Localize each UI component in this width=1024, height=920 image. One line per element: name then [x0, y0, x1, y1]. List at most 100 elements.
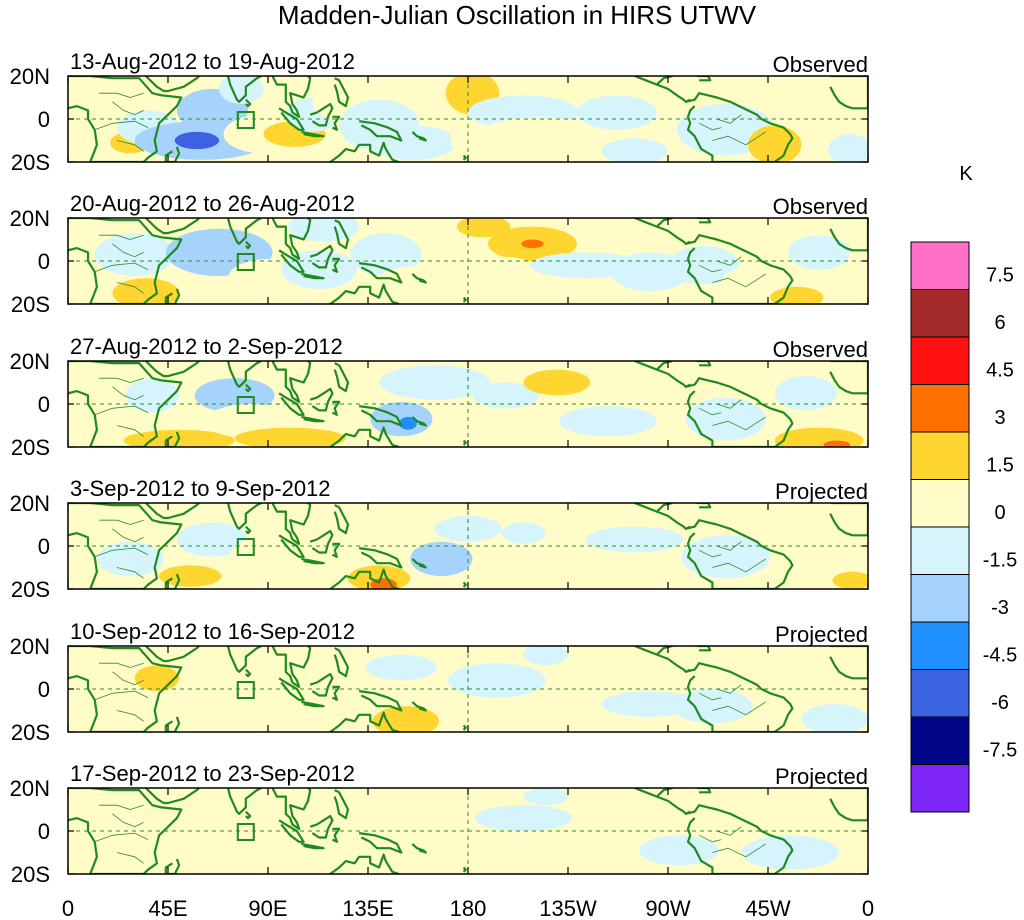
coastline [462, 296, 467, 303]
x-tick-label: 0 [862, 896, 874, 920]
anomaly-contour [448, 663, 546, 698]
country-border [116, 710, 144, 722]
coastline [309, 529, 334, 554]
anomaly-contour [365, 654, 437, 681]
anomaly-contour [748, 125, 802, 162]
coastline [331, 257, 341, 273]
coastline [278, 677, 305, 701]
y-tick-label: 20S [11, 577, 50, 602]
anomaly-contour [461, 256, 542, 292]
colorbar-label: 7.5 [986, 265, 1014, 287]
x-tick-label: 45E [148, 896, 187, 920]
colorbar-swatch [910, 621, 970, 670]
anomaly-contour [521, 239, 544, 249]
coastline [829, 646, 868, 680]
y-tick-label: 20S [11, 150, 50, 175]
coastline [358, 405, 403, 427]
coastline [462, 724, 467, 731]
coastline [696, 361, 712, 367]
anomaly-contour [559, 406, 657, 437]
coastline [226, 503, 262, 530]
y-tick-label: 20N [10, 206, 50, 231]
coastline [333, 647, 350, 678]
anomaly-contour [174, 131, 220, 150]
y-tick-label: 0 [38, 392, 50, 417]
coastline [685, 519, 794, 589]
coastline [319, 141, 400, 162]
coastline [271, 503, 312, 545]
coastline [309, 672, 334, 697]
colorbar-swatch [910, 384, 970, 433]
anomaly-contour [770, 286, 824, 304]
anomaly-contour [585, 526, 684, 553]
country-border [698, 407, 722, 416]
country-border [94, 405, 149, 416]
y-tick-label: 20N [10, 634, 50, 659]
colorbar-label: -4.5 [983, 645, 1017, 667]
x-axis-labels: 0 45E 90E 135E 180 135W 90W 45W 0 [62, 896, 874, 920]
anomaly-contour [456, 218, 511, 238]
anomaly-contour [832, 571, 868, 589]
colorbar-label: -7.5 [983, 740, 1017, 762]
coastline [278, 534, 305, 558]
colorbar-units: K [959, 163, 973, 185]
coastline [145, 218, 200, 235]
coastline [358, 262, 403, 284]
anomaly-contour [370, 401, 433, 437]
coastline [462, 581, 467, 588]
anomaly-contour [68, 401, 135, 441]
colorbar-swatch [910, 479, 970, 528]
country-border [716, 399, 742, 409]
colorbar-label: 0 [994, 502, 1005, 524]
country-border [716, 256, 742, 266]
coastline [462, 866, 467, 873]
coastline [358, 832, 403, 854]
colorbar-label: -6 [991, 692, 1009, 714]
panel-field [68, 218, 868, 304]
x-tick-label: 135E [342, 896, 393, 920]
y-tick-label: 20S [11, 862, 50, 887]
coastline [829, 76, 868, 110]
anomaly-contour [823, 440, 851, 447]
anomaly-contour [774, 376, 837, 411]
anomaly-contour [410, 541, 473, 577]
coastline [358, 120, 403, 142]
country-border [116, 567, 144, 579]
colorbar-swatch [910, 289, 970, 338]
coastline [462, 439, 467, 446]
y-tick-label: 20N [10, 64, 50, 89]
coastline [331, 685, 341, 701]
coastline [245, 98, 252, 108]
coastline [331, 400, 341, 416]
panel-status: Projected [775, 764, 868, 789]
country-border [716, 114, 742, 124]
coastline [278, 249, 305, 273]
anomaly-contour [501, 522, 546, 544]
country-border [116, 852, 144, 864]
x-tick-label: 135W [539, 896, 597, 920]
country-border [698, 692, 722, 701]
anomaly-contour [739, 800, 820, 827]
country-border [712, 558, 767, 573]
coastline [319, 853, 400, 874]
anomaly-contour [379, 365, 491, 400]
region-box [236, 111, 255, 129]
country-border [94, 120, 149, 131]
country-border [112, 101, 144, 116]
panel-date-range: 13-Aug-2012 to 19-Aug-2012 [70, 49, 355, 74]
country-border [94, 547, 149, 558]
coastline [226, 646, 262, 673]
country-border [94, 832, 149, 843]
coastline [68, 218, 183, 304]
anomaly-contour [94, 233, 175, 277]
colorbar-swatch [910, 764, 970, 813]
country-border [116, 140, 144, 152]
coastline [829, 788, 868, 822]
y-tick-label: 0 [38, 534, 50, 559]
coastline [319, 568, 400, 589]
coastline [696, 503, 712, 509]
country-border [112, 243, 144, 258]
coastline [245, 668, 252, 678]
coastline [271, 76, 312, 118]
country-border [712, 273, 767, 288]
